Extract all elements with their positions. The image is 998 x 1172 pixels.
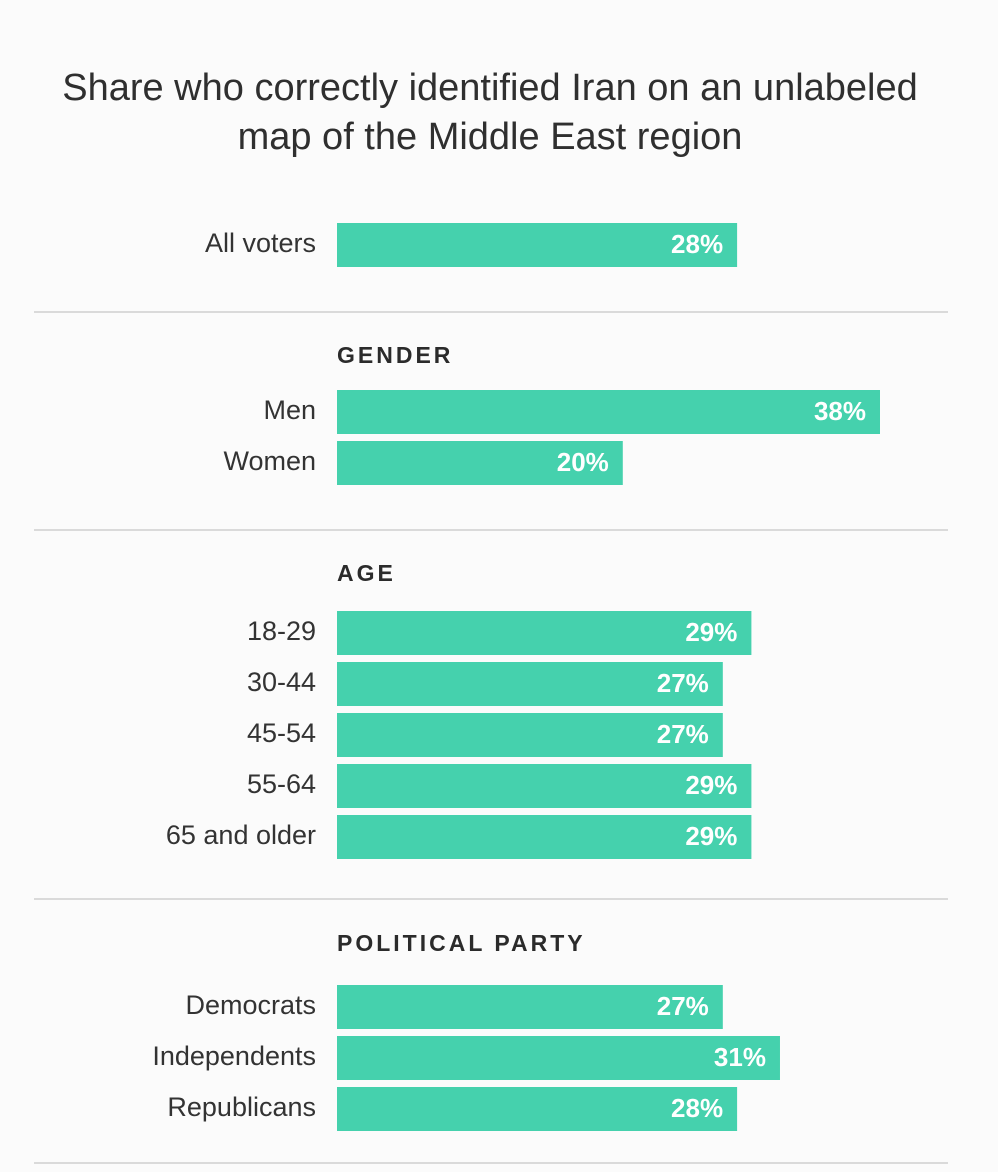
bar-value-label: 27% xyxy=(657,719,709,749)
category-label: Men xyxy=(263,395,316,425)
bar-value-label: 31% xyxy=(714,1042,766,1072)
bar xyxy=(337,985,723,1029)
category-label: 65 and older xyxy=(166,820,316,850)
bar-value-label: 28% xyxy=(671,1093,723,1123)
bar-value-label: 29% xyxy=(685,770,737,800)
bar xyxy=(337,1087,738,1131)
bar xyxy=(337,713,723,757)
group-heading: AGE xyxy=(337,560,396,586)
category-label: Democrats xyxy=(185,990,316,1020)
bar-value-label: 28% xyxy=(671,229,723,259)
bar xyxy=(337,390,880,434)
category-label: 18-29 xyxy=(247,616,316,646)
bar-value-label: 38% xyxy=(814,396,866,426)
bar xyxy=(337,662,723,706)
category-label: Republicans xyxy=(167,1092,316,1122)
bar xyxy=(337,441,623,485)
bar xyxy=(337,611,752,655)
bar-value-label: 27% xyxy=(657,991,709,1021)
group-heading: POLITICAL PARTY xyxy=(337,930,586,956)
bar-value-label: 27% xyxy=(657,668,709,698)
category-label: Independents xyxy=(152,1041,316,1071)
bar xyxy=(337,815,752,859)
category-label: 45-54 xyxy=(247,718,316,748)
chart-title: Share who correctly identified Iran on a… xyxy=(62,67,918,158)
category-label: 55-64 xyxy=(247,769,316,799)
category-label: All voters xyxy=(205,228,316,258)
category-label: 30-44 xyxy=(247,667,316,697)
bar-value-label: 29% xyxy=(685,617,737,647)
bar xyxy=(337,223,738,267)
category-label: Women xyxy=(223,446,316,476)
bar-value-label: 20% xyxy=(557,447,609,477)
bar-value-label: 29% xyxy=(685,821,737,851)
bar xyxy=(337,764,752,808)
bar xyxy=(337,1036,780,1080)
group-heading: GENDER xyxy=(337,342,453,368)
